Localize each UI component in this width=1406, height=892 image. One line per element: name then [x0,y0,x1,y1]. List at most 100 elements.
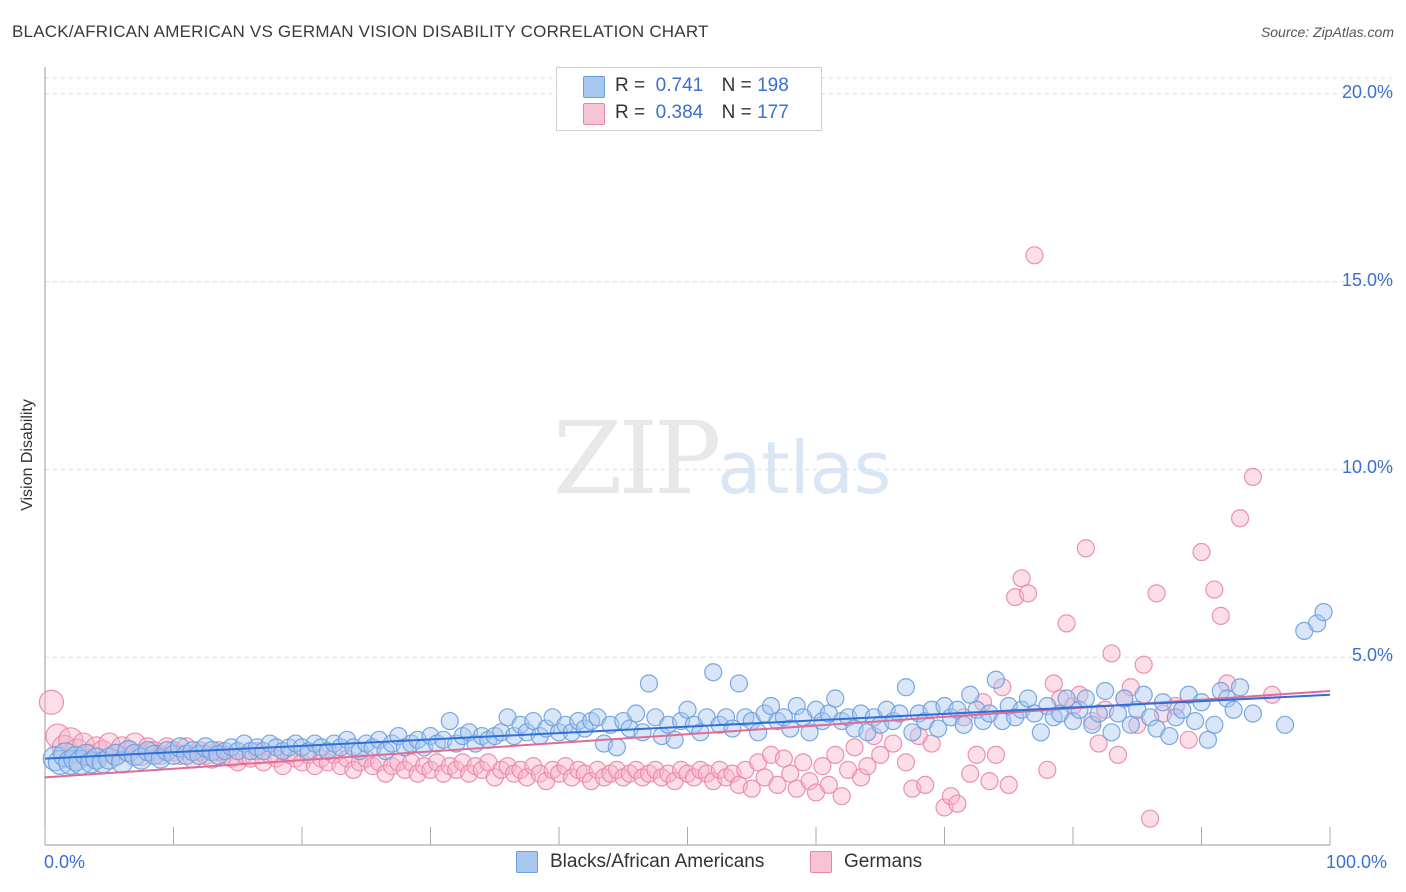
germans-point [1018,584,1038,603]
r-label: R = [615,102,646,123]
germans-point [948,794,967,813]
n-label: N = [721,102,752,123]
blacks-point [1096,681,1115,701]
germans-point [1230,509,1250,528]
blacks-point [1121,715,1140,734]
germans-point [871,745,890,764]
germans-point [1102,644,1121,663]
germans-point [1025,246,1044,265]
trend-lines [44,690,1331,779]
blacks-point [228,741,247,761]
blacks-point [117,739,140,763]
germans-point [344,760,363,779]
blacks-point [761,696,781,716]
germans-point [376,764,395,783]
germans-point [38,689,65,715]
blacks-point [52,742,79,768]
blacks-point [569,711,588,731]
germans-point [1147,584,1166,603]
germans-point [1044,674,1063,693]
germans-point [941,787,961,806]
blacks-point [826,689,845,708]
blacks-point [1224,700,1243,719]
legend-item-germans[interactable]: Germans [810,851,922,873]
germans-point [1205,580,1224,599]
blacks-point [896,678,916,697]
y-tick-label-20: 20.0% [1341,81,1393,102]
germans-point [1089,734,1108,753]
blacks-point [195,737,216,758]
legend-row-blue: R = 0.741 N = 198 [615,74,789,98]
blacks-point [1230,678,1250,697]
r-value-pink: 0.384 [655,102,704,123]
germans-point [1140,809,1160,828]
blacks-point [1134,685,1153,704]
blacks-point [1314,603,1333,622]
legend-swatch-blacks [516,851,538,873]
germans-point [524,757,543,776]
blacks-point [639,674,659,693]
blacks-point [1308,614,1327,633]
germans-point [1076,539,1095,558]
germans-point [845,738,864,757]
legend-swatch-pink [583,103,605,125]
blacks-point [85,747,108,770]
germans-point [851,768,871,787]
blacks-point [1140,708,1160,727]
n-value-blue: 198 [757,75,789,96]
germans-point [1012,569,1031,588]
blacks-point [1160,726,1179,746]
blacks-point [903,723,922,742]
blacks-point [1070,700,1089,719]
blacks-point [1018,689,1038,708]
blacks-point [1083,715,1102,734]
blacks-point [607,738,626,757]
legend-item-blacks[interactable]: Blacks/African Americans [516,851,764,873]
n-label: N = [721,75,752,96]
blacks-point [928,719,948,738]
germans-point [1179,730,1198,749]
source-label: Source: ZipAtlas.com [1260,24,1394,40]
germans-point [813,757,832,776]
blacks-point [1031,723,1050,742]
germans-point [1211,606,1230,625]
germans-point [967,745,986,764]
blacks-point [47,749,74,775]
germans-point [980,772,999,791]
blacks-point [729,674,749,693]
germans-point [858,757,877,776]
germans-point [916,775,935,795]
legend-label-germans: Germans [844,851,923,872]
blacks-point [1275,715,1295,734]
germans-point [1192,542,1211,562]
blacks-point [716,708,736,727]
blacks-point [626,704,646,723]
n-value-pink: 177 [757,102,789,123]
germans-point [794,753,813,772]
blacks-trend-line [44,693,1331,760]
y-tick-label-15: 15.0% [1341,269,1393,290]
germans-point [1038,760,1057,779]
grid-lines [45,77,1392,658]
germans-point [883,734,903,753]
blacks-point [961,685,980,704]
x-tick-label-100: 100.0% [1326,852,1388,872]
y-tick-label-10: 10.0% [1341,457,1393,478]
blacks-point [440,711,459,731]
axes [44,67,1331,846]
germans-point [800,772,819,791]
r-label: R = [615,75,646,96]
blacks-point [1205,715,1224,734]
legend-row-pink: R = 0.384 N = 177 [615,101,789,125]
x-tick-label-0: 0.0% [44,852,86,872]
legend-swatch-blue [583,76,605,98]
blacks-point [890,704,909,723]
watermark-atlas: atlas [717,426,892,510]
germans-point [832,787,851,806]
blacks-point [954,715,973,734]
germans-point [922,734,941,753]
germans-point [1057,614,1076,633]
blacks-point [787,696,806,716]
germans-point [993,678,1012,697]
